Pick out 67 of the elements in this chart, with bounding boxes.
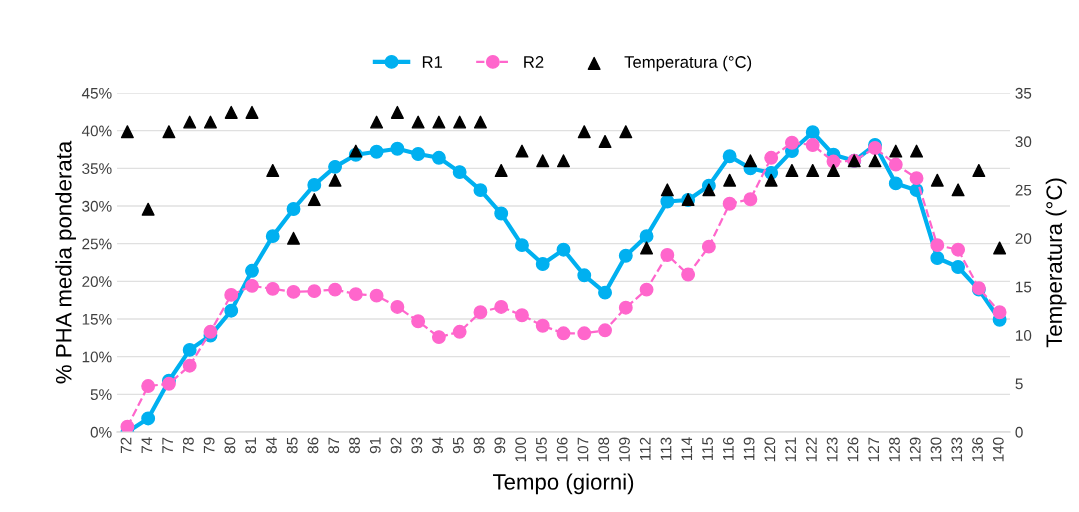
x-tick-label: 108 [598,437,610,462]
x-tick-label: 100 [515,437,527,462]
x-tick-label: 79 [203,437,215,454]
y-tick-label: 35% [82,163,112,175]
x-tick-label: 130 [930,437,942,462]
y-tick-label: 20% [82,276,112,288]
x-tick-label: 93 [411,437,423,454]
x-tick-label: 72 [120,437,132,454]
y2-tick-label: 5 [1015,378,1023,390]
x-tick-label: 116 [722,437,734,461]
legend-label: Temperatura (°C) [624,55,752,72]
y2-tick-label: 30 [1015,136,1032,148]
x-tick-label: 112 [639,437,651,461]
x-tick-label: 95 [452,437,464,454]
y2-axis-title: Temperatura (°C) [1045,178,1067,348]
x-tick-label: 98 [473,437,485,454]
y-tick-label: 30% [82,200,112,212]
y2-tick-label: 35 [1015,87,1032,99]
x-tick-label: 128 [889,437,900,462]
x-tick-label: 119 [743,437,755,461]
y2-tick-label: 10 [1016,330,1032,341]
x-tick-label: 84 [266,437,277,454]
x-axis-title: Tempo (giorni) [493,473,634,495]
y-tick-label: 40% [81,125,112,137]
x-tick-label: 133 [951,437,963,462]
x-tick-label: 122 [805,437,817,462]
x-tick-label: 127 [868,437,879,462]
x-tick-label: 81 [245,437,257,454]
x-tick-label: 99 [494,437,506,454]
x-tick-label: 123 [826,437,838,462]
x-tick-label: 115 [702,437,713,461]
x-tick-label: 87 [328,437,340,454]
x-tick-label: 129 [909,437,921,462]
x-tick-label: 109 [619,437,630,462]
y-tick-label: 10% [82,351,112,363]
y2-tick-label: 15 [1016,281,1032,293]
x-tick-label: 85 [286,437,298,454]
x-tick-label: 126 [847,437,859,462]
y2-tick-label: 0 [1015,426,1023,438]
legend-label: R1 [422,56,443,68]
x-tick-label: 74 [141,437,153,454]
x-tick-label: 80 [224,437,236,454]
x-tick-label: 77 [162,437,173,454]
x-tick-label: 88 [349,437,360,454]
y-tick-label: 0% [90,426,112,438]
x-tick-label: 78 [182,437,194,454]
x-tick-label: 92 [390,437,402,454]
x-tick-label: 107 [577,437,589,462]
legend-label: R2 [524,56,544,68]
y-tick-label: 25% [82,238,112,250]
x-tick-label: 136 [972,437,983,462]
x-tick-label: 94 [432,437,443,454]
x-tick-label: 86 [307,437,319,454]
x-tick-label: 114 [681,437,693,461]
y-axis-title: % PHA media ponderata [55,140,77,384]
x-tick-label: 120 [764,437,776,462]
y2-tick-label: 20 [1015,233,1032,244]
y-tick-label: 15% [82,313,112,325]
x-tick-label: 106 [556,437,568,462]
x-tick-label: 113 [660,437,672,461]
x-tick-label: 140 [992,437,1004,462]
x-tick-label: 105 [536,437,547,462]
x-tick-label: 121 [785,437,796,462]
y-tick-label: 5% [90,389,112,401]
x-tick-label: 91 [369,437,381,454]
y2-tick-label: 25 [1015,184,1032,196]
y-tick-label: 45% [81,87,112,99]
